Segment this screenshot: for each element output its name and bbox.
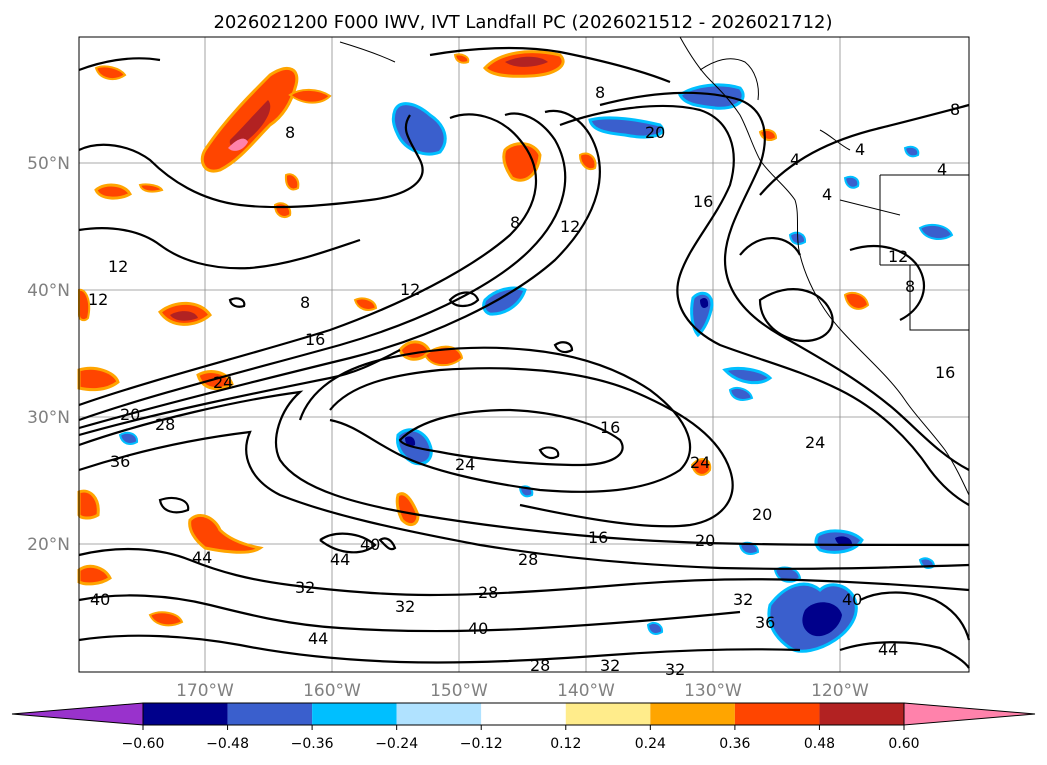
colorbar-boxes	[11, 702, 1036, 726]
colorbar-tick-label: 0.12	[550, 736, 581, 752]
contour-label: 40	[842, 590, 862, 609]
lon-label-140w: 140°W	[557, 681, 615, 701]
contour-label: 12	[888, 247, 908, 266]
colorbar-extend-low	[11, 702, 144, 726]
lat-label-40n: 40°N	[27, 281, 70, 301]
contour-label: 8	[905, 277, 915, 296]
contour-label: 32	[733, 590, 753, 609]
lon-label-120w: 120°W	[811, 681, 869, 701]
contour-label: 4	[822, 185, 832, 204]
contour-label: 4	[937, 160, 947, 179]
colorbar-bin	[734, 703, 820, 725]
contour-label: 20	[752, 505, 772, 524]
colorbar-bin	[143, 703, 228, 725]
contour-label: 12	[560, 217, 580, 236]
contour-label: 40	[468, 619, 488, 638]
colorbar-extend-high	[903, 702, 1036, 726]
contour-label: 28	[478, 583, 498, 602]
colorbar-bin	[819, 703, 904, 725]
colorbar-outline	[142, 702, 905, 726]
lat-label-20n: 20°N	[27, 535, 70, 555]
map-frame	[78, 36, 970, 673]
contour-label: 24	[690, 453, 710, 472]
lat-label-50n: 50°N	[27, 154, 70, 174]
contour-label: 40	[360, 535, 380, 554]
contour-label: 12	[88, 290, 108, 309]
contour-label: 44	[192, 548, 212, 567]
contour-label: 4	[790, 150, 800, 169]
contour-label: 44	[878, 640, 898, 659]
colorbar-tick-label: 0.48	[804, 736, 835, 752]
lon-label-170w: 170°W	[176, 681, 234, 701]
coastlines	[339, 36, 970, 496]
contour-label: 8	[950, 100, 960, 119]
positive-anomaly-patches	[77, 50, 870, 627]
contour-label: 8	[510, 213, 520, 232]
contour-label: 44	[308, 629, 328, 648]
contour-label: 32	[395, 597, 415, 616]
contour-label: 28	[530, 656, 550, 675]
colorbar: −0.60 −0.48 −0.36 −0.24 −0.12 0.12 0.24 0.36 0.4…	[11, 702, 1036, 752]
contour-label: 20	[695, 531, 715, 550]
contour-label: 32	[665, 660, 685, 679]
colorbar-tick-label: −0.60	[122, 736, 165, 752]
contour-label: 20	[645, 123, 665, 142]
contour-label: 16	[600, 418, 620, 437]
contour-label: 16	[935, 363, 955, 382]
contour-label: 12	[108, 257, 128, 276]
colorbar-tick-label: −0.24	[375, 736, 418, 752]
colorbar-tick-label: −0.36	[291, 736, 334, 752]
colorbar-bin	[312, 703, 397, 725]
colorbar-bin	[396, 703, 482, 725]
contour-label: 8	[300, 293, 310, 312]
colorbar-ticks: −0.60 −0.48 −0.36 −0.24 −0.12 0.12 0.24 0.36 0.4…	[122, 725, 920, 752]
lon-label-130w: 130°W	[684, 681, 742, 701]
colorbar-bin	[565, 703, 651, 725]
contour-label: 16	[305, 330, 325, 349]
contour-label: 40	[90, 590, 110, 609]
contour-label: 8	[285, 123, 295, 142]
contour-label: 32	[600, 656, 620, 675]
colorbar-tick-label: −0.12	[460, 736, 503, 752]
colorbar-tick-label: 0.36	[719, 736, 750, 752]
colorbar-tick-label: −0.48	[206, 736, 249, 752]
lon-label-160w: 160°W	[303, 681, 361, 701]
longitude-labels: 170°W 160°W 150°W 140°W 130°W 120°W	[176, 681, 869, 701]
contour-label: 24	[455, 455, 475, 474]
contour-label: 16	[588, 528, 608, 547]
contour-label: 28	[155, 415, 175, 434]
negative-anomaly-patches	[118, 83, 954, 653]
contour-label: 4	[855, 140, 865, 159]
contour-label: 20	[120, 405, 140, 424]
contour-label: 32	[295, 578, 315, 597]
colorbar-bin	[650, 703, 735, 725]
contour-label: 28	[518, 550, 538, 569]
iwv-contours	[78, 46, 971, 669]
contour-label: 24	[805, 433, 825, 452]
lat-label-30n: 30°N	[27, 408, 70, 428]
colorbar-bin	[481, 703, 566, 725]
colorbar-tick-label: 0.24	[635, 736, 666, 752]
figure-title: 2026021200 F000 IWV, IVT Landfall PC (20…	[213, 12, 832, 33]
contour-label: 8	[595, 83, 605, 102]
contour-label: 36	[110, 452, 130, 471]
contour-label: 12	[400, 280, 420, 299]
contour-labels: 8 8 8 8 8 8 12 12 12 12 12 16 16 16 16 1…	[88, 83, 960, 679]
latitude-labels: 50°N 40°N 30°N 20°N	[27, 154, 70, 555]
contour-label: 24	[213, 373, 233, 392]
colorbar-tick-label: 0.60	[888, 736, 919, 752]
lon-label-150w: 150°W	[430, 681, 488, 701]
colorbar-bin	[227, 703, 313, 725]
contour-label: 36	[755, 613, 775, 632]
contour-label: 44	[330, 550, 350, 569]
map-panel: 8 8 8 8 8 8 12 12 12 12 12 16 16 16 16 1…	[77, 36, 971, 679]
contour-label: 16	[693, 192, 713, 211]
